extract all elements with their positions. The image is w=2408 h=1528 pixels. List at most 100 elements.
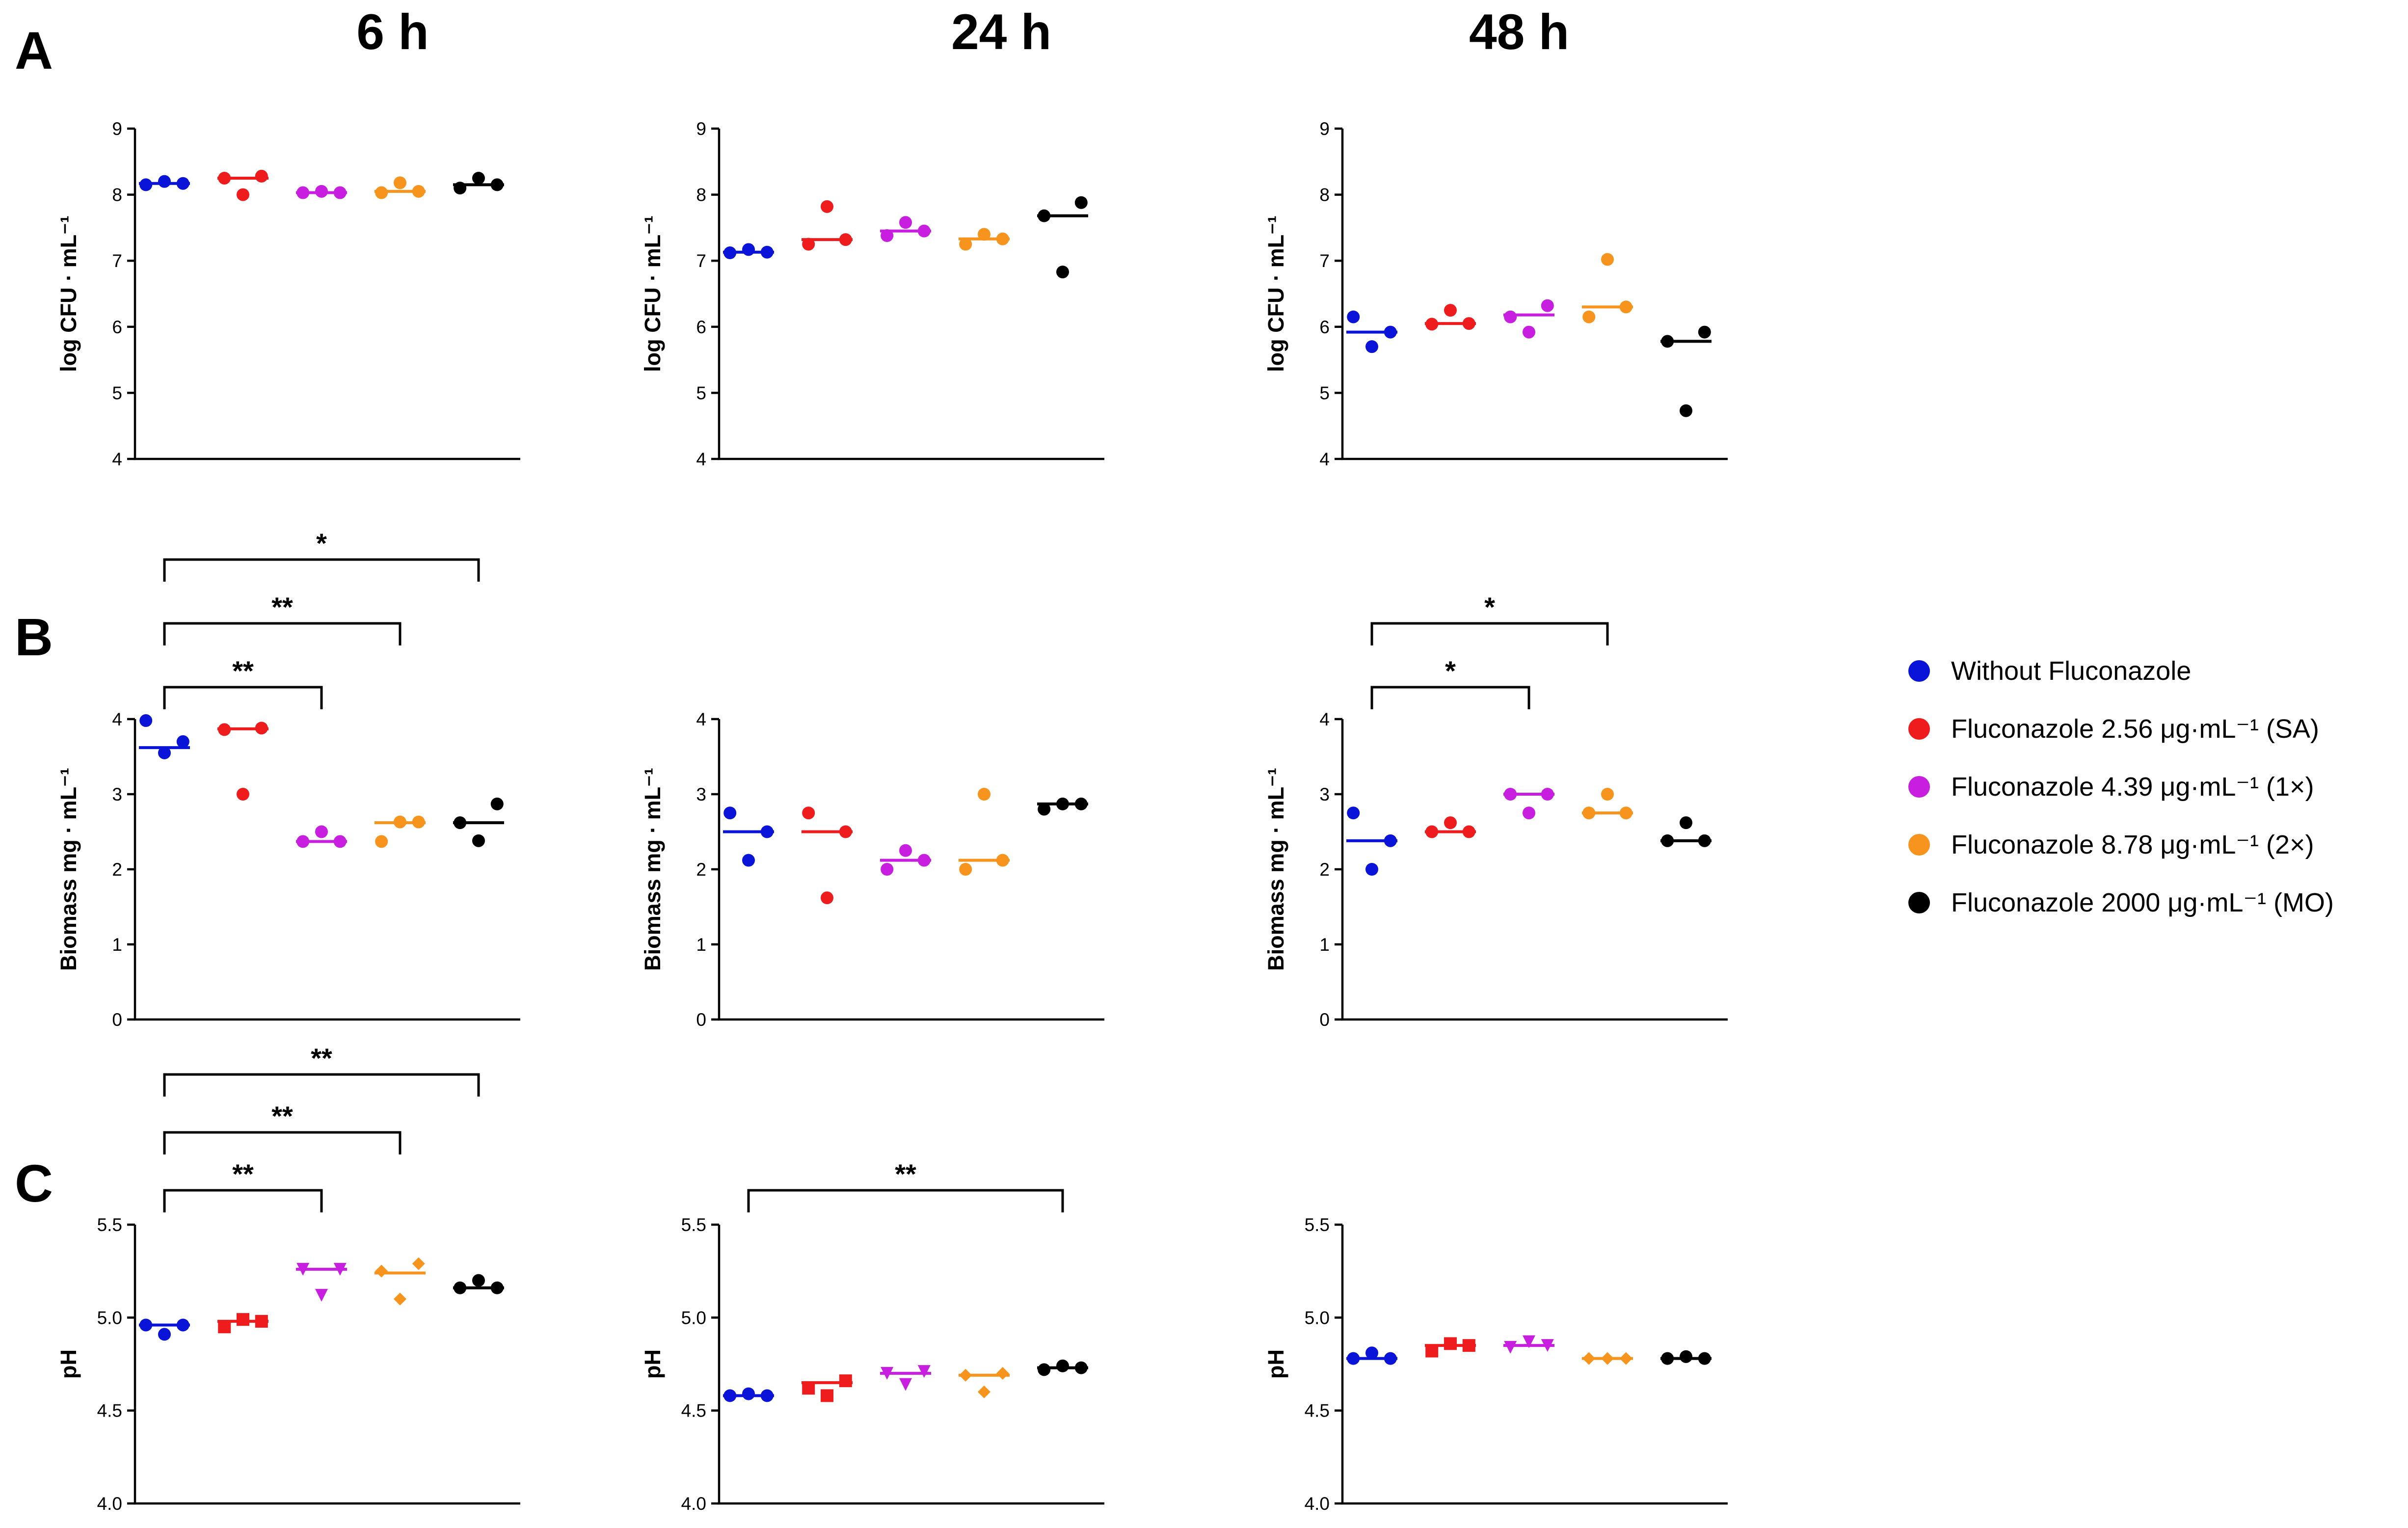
- y-tick-label: 3: [696, 784, 706, 804]
- y-tick-label: 4: [696, 449, 706, 469]
- series-fluconazole-8-78: [1582, 253, 1633, 323]
- data-point: [472, 834, 485, 847]
- data-point: [472, 171, 485, 185]
- series-without-fluconazole: [1346, 310, 1397, 353]
- data-point: [1680, 816, 1692, 830]
- y-axis-label: pH: [1263, 1349, 1288, 1379]
- data-point: [472, 1274, 485, 1287]
- panel-a-48-h: 4 5 6 7 8 9 log CFU · mL⁻¹: [1263, 119, 1728, 469]
- data-point: [1347, 806, 1360, 820]
- data-point: [315, 825, 328, 838]
- y-tick-label: 4: [696, 709, 706, 729]
- y-tick-label: 9: [112, 119, 122, 139]
- data-point: [1074, 797, 1088, 810]
- series-fluconazole-4-39: [880, 844, 931, 876]
- y-tick-label: 5: [1319, 383, 1330, 403]
- axes-frame: [718, 719, 1104, 1021]
- data-point: [996, 232, 1009, 245]
- series-fluconazole-2000: [1660, 1350, 1712, 1365]
- y-tick-label: 3: [112, 784, 122, 804]
- data-point: [412, 1257, 425, 1270]
- y-axis-label: log CFU · mL⁻¹: [56, 215, 81, 372]
- data-point: [996, 1367, 1009, 1380]
- y-axis-label: Biomass mg · mL⁻¹: [56, 768, 81, 971]
- data-point: [917, 1365, 931, 1378]
- legend-item-fluconazole-8-78: Fluconazole 8.78 μg·mL⁻¹ (2×): [1908, 830, 2314, 859]
- data-point: [333, 1262, 347, 1276]
- legend-marker: [1908, 718, 1930, 740]
- data-point: [742, 243, 755, 256]
- data-point: [490, 797, 504, 810]
- series-fluconazole-2-56: [217, 1313, 268, 1334]
- y-tick-label: 9: [696, 119, 706, 139]
- data-point: [1384, 325, 1397, 339]
- y-tick-label: 5: [696, 383, 706, 403]
- data-point: [899, 216, 912, 229]
- series-fluconazole-4-39: [296, 825, 347, 848]
- chart-panels: 4 5 6 7 8 9 log CFU · mL⁻¹ 4 5 6 7 8 9 log CFU · mL⁻¹…: [56, 119, 1728, 1514]
- significance-bracket: **: [747, 1158, 1064, 1212]
- data-point: [1365, 340, 1378, 353]
- series-without-fluconazole: [139, 1318, 190, 1341]
- data-point: [139, 1318, 153, 1332]
- data-point: [760, 825, 774, 838]
- y-tick-label: 4.0: [97, 1494, 122, 1514]
- y-tick-label: 0: [112, 1010, 122, 1030]
- legend-marker: [1908, 892, 1930, 913]
- data-point: [1661, 834, 1674, 847]
- data-point: [821, 200, 833, 213]
- axes-frame: [718, 129, 1104, 460]
- series-fluconazole-8-78: [375, 1257, 426, 1306]
- data-point: [1619, 806, 1632, 820]
- data-point: [255, 722, 268, 735]
- data-point: [412, 185, 425, 198]
- y-tick-label: 4: [1319, 449, 1330, 469]
- data-point: [917, 224, 931, 238]
- data-point: [412, 815, 425, 829]
- series-fluconazole-2-56: [1425, 1337, 1476, 1358]
- legend-label: Fluconazole 4.39 μg·mL⁻¹ (1×): [1951, 772, 2314, 802]
- significance-bracket: *: [1370, 655, 1530, 709]
- data-point: [839, 233, 852, 246]
- legend-marker: [1908, 776, 1930, 798]
- data-point: [333, 835, 347, 848]
- data-point: [1056, 797, 1069, 810]
- series-fluconazole-4-39: [1503, 299, 1554, 339]
- data-point: [176, 735, 189, 748]
- data-point: [959, 863, 972, 876]
- data-point: [978, 788, 990, 801]
- y-tick-label: 1: [1319, 935, 1330, 955]
- significance-label: **: [311, 1043, 332, 1073]
- panel-b-48-h: 0 1 2 3 4 Biomass mg · mL⁻¹ * *: [1263, 591, 1728, 1030]
- panel-c-48-h: 4.0 4.5 5.0 5.5 pH: [1263, 1215, 1728, 1514]
- data-point: [1698, 834, 1711, 847]
- data-point: [1504, 310, 1517, 323]
- data-point: [237, 188, 249, 201]
- data-point: [1582, 1352, 1596, 1365]
- data-point: [375, 835, 388, 848]
- data-point: [1444, 816, 1457, 830]
- y-tick-label: 4.0: [681, 1494, 706, 1514]
- y-tick-label: 2: [1319, 859, 1330, 880]
- series-fluconazole-4-39: [880, 1365, 931, 1391]
- series-without-fluconazole: [723, 806, 774, 867]
- y-axis-label: Biomass mg · mL⁻¹: [640, 768, 665, 971]
- data-point: [1504, 1340, 1517, 1354]
- y-tick-label: 4.5: [97, 1401, 122, 1421]
- data-point: [1425, 825, 1439, 838]
- column-title-24h: 24 h: [951, 4, 1051, 60]
- data-point: [1523, 1335, 1535, 1348]
- y-tick-label: 4.5: [681, 1401, 706, 1421]
- data-point: [1541, 299, 1554, 312]
- series-fluconazole-2-56: [217, 722, 268, 801]
- data-point: [296, 835, 310, 848]
- y-tick-label: 2: [696, 859, 706, 880]
- y-tick-label: 6: [112, 317, 122, 337]
- data-point: [1384, 1352, 1397, 1365]
- bracket-line: [163, 622, 401, 645]
- y-tick-label: 7: [1319, 251, 1330, 271]
- series-fluconazole-4-39: [1503, 1335, 1554, 1354]
- series-fluconazole-2000: [453, 171, 504, 195]
- panel-a-24-h: 4 5 6 7 8 9 log CFU · mL⁻¹: [640, 119, 1104, 469]
- y-tick-label: 6: [1319, 317, 1330, 337]
